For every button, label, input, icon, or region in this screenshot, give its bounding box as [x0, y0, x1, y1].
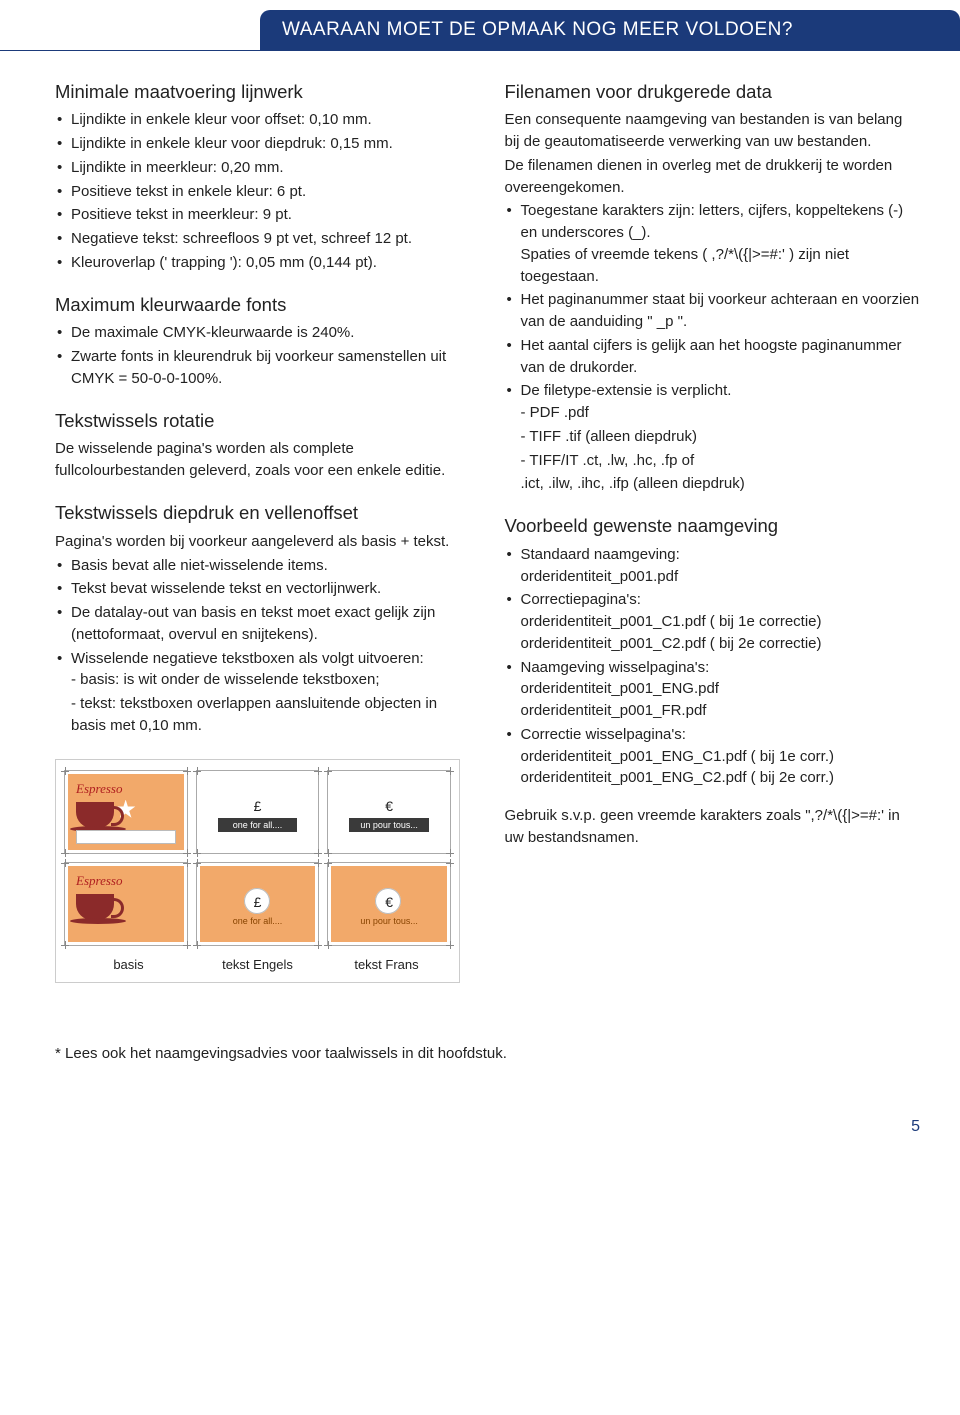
illustration-labels: basis tekst Engels tekst Frans: [64, 956, 451, 975]
list-naamgeving: Standaard naamgeving: orderidentiteit_p0…: [505, 544, 921, 789]
panel-en-bottom: £ one for all....: [196, 862, 320, 946]
page-header-bar: WAARAAN MOET DE OPMAAK NOG MEER VOLDOEN?: [260, 10, 960, 50]
heading-lijnwerk: Minimale maatvoering lijnwerk: [55, 79, 471, 106]
list-kleurwaarde: De maximale CMYK-kleurwaarde is 240%. Zw…: [55, 322, 471, 389]
list-item-text: Spaties of vreemde tekens ( ,?/*\({|>=#:…: [521, 246, 850, 285]
list-item: Toegestane karakters zijn: letters, cijf…: [505, 200, 921, 287]
panel-inner: Espresso: [68, 774, 184, 850]
content-columns: Minimale maatvoering lijnwerk Lijndikte …: [0, 79, 960, 984]
panel-inner: £ one for all....: [200, 774, 316, 850]
euro-icon: €: [385, 892, 393, 912]
tagline-en: one for all....: [218, 914, 298, 928]
list-item-text: Standaard naamgeving:: [521, 546, 680, 563]
list-item: Positieve tekst in meerkleur: 9 pt.: [55, 204, 471, 226]
panel-inner: £ one for all....: [200, 866, 316, 942]
ext-item: - TIFF .tif (alleen diepdruk): [521, 426, 921, 448]
right-column: Filenamen voor drukgerede data Een conse…: [505, 79, 921, 984]
label-tekst-engels: tekst Engels: [193, 956, 322, 975]
heading-kleurwaarde: Maximum kleurwaarde fonts: [55, 292, 471, 319]
panel-inner: € un pour tous...: [331, 866, 447, 942]
para-warning: Gebruik s.v.p. geen vreemde karakters zo…: [505, 805, 921, 849]
list-item: Basis bevat alle niet-wisselende items.: [55, 555, 471, 577]
list-item: Correctiepagina's: orderidentiteit_p001_…: [505, 589, 921, 654]
para-filenamen-2: De filenamen dienen in overleg met de dr…: [505, 155, 921, 199]
filename-example: orderidentiteit_p001.pdf: [521, 568, 679, 585]
panel-basis-bottom: Espresso: [64, 862, 188, 946]
list-item: Positieve tekst in enkele kleur: 6 pt.: [55, 181, 471, 203]
euro-icon: €: [385, 796, 393, 816]
pound-icon: £: [254, 892, 262, 912]
filename-example: orderidentiteit_p001_C2.pdf ( bij 2e cor…: [521, 635, 822, 652]
heading-diepdruk: Tekstwissels diepdruk en vellenoffset: [55, 500, 471, 527]
cup-icon: [76, 802, 114, 828]
list-item: De filetype-extensie is verplicht. - PDF…: [505, 380, 921, 495]
list-item: Naamgeving wisselpagina's: orderidentite…: [505, 657, 921, 722]
cup-icon: [76, 894, 114, 920]
list-item: Standaard naamgeving: orderidentiteit_p0…: [505, 544, 921, 588]
list-item-text: Naamgeving wisselpagina's:: [521, 659, 710, 676]
list-item: Kleuroverlap (' trapping '): 0,05 mm (0,…: [55, 252, 471, 274]
page-number: 5: [0, 1115, 960, 1138]
list-item-text: Correctie wisselpagina's:: [521, 726, 686, 743]
panel-en-top: £ one for all....: [196, 770, 320, 854]
panel-basis-top: Espresso: [64, 770, 188, 854]
list-item-text: De filetype-extensie is verplicht.: [521, 382, 732, 399]
para-filenamen-1: Een consequente naamgeving van bestanden…: [505, 109, 921, 153]
para-rotatie: De wisselende pagina's worden als comple…: [55, 438, 471, 482]
list-item-text: Wisselende negatieve tekstboxen als volg…: [71, 650, 424, 667]
list-item: De datalay-out van basis en tekst moet e…: [55, 602, 471, 646]
list-item-text: Toegestane karakters zijn: letters, cijf…: [521, 202, 904, 241]
left-column: Minimale maatvoering lijnwerk Lijndikte …: [55, 79, 471, 984]
heading-filenamen: Filenamen voor drukgerede data: [505, 79, 921, 106]
list-item: Zwarte fonts in kleurendruk bij voorkeur…: [55, 346, 471, 390]
footnote: * Lees ook het naamgevingsadvies voor ta…: [0, 1043, 960, 1065]
panel-inner: Espresso: [68, 866, 184, 942]
pound-icon: £: [254, 796, 262, 816]
list-item: Lijndikte in enkele kleur voor diepdruk:…: [55, 133, 471, 155]
illustration-box: Espresso £ one for all....: [55, 759, 460, 984]
ext-item: - PDF .pdf: [521, 402, 921, 424]
saucer-icon: [70, 918, 126, 924]
list-item: Negatieve tekst: schreefloos 9 pt vet, s…: [55, 228, 471, 250]
list-item: De maximale CMYK-kleurwaarde is 240%.: [55, 322, 471, 344]
page-header-title: WAARAAN MOET DE OPMAAK NOG MEER VOLDOEN?: [282, 19, 793, 40]
heading-naamgeving: Voorbeeld gewenste naamgeving: [505, 513, 921, 540]
heading-rotatie: Tekstwissels rotatie: [55, 408, 471, 435]
espresso-label: Espresso: [76, 780, 122, 799]
list-item: Tekst bevat wisselende tekst en vectorli…: [55, 578, 471, 600]
label-tekst-frans: tekst Frans: [322, 956, 451, 975]
tagline-fr: un pour tous...: [349, 914, 429, 928]
tagline-en: one for all....: [218, 818, 298, 832]
ext-item: .ict, .ilw, .ihc, .ifp (alleen diepdruk): [521, 473, 921, 495]
filename-example: orderidentiteit_p001_ENG.pdf: [521, 680, 719, 697]
list-filenamen: Toegestane karakters zijn: letters, cijf…: [505, 200, 921, 495]
illustration-grid: Espresso £ one for all....: [64, 770, 451, 946]
panel-fr-top: € un pour tous...: [327, 770, 451, 854]
label-basis: basis: [64, 956, 193, 975]
list-item: Correctie wisselpagina's: orderidentitei…: [505, 724, 921, 789]
filename-example: orderidentiteit_p001_FR.pdf: [521, 702, 707, 719]
ext-item: - TIFF/IT .ct, .lw, .hc, .fp of: [521, 450, 921, 472]
sub-item: - tekst: tekstboxen overlappen aansluite…: [71, 693, 471, 737]
list-item: Lijndikte in meerkleur: 0,20 mm.: [55, 157, 471, 179]
list-lijnwerk: Lijndikte in enkele kleur voor offset: 0…: [55, 109, 471, 273]
filename-example: orderidentiteit_p001_ENG_C2.pdf ( bij 2e…: [521, 769, 835, 786]
filename-example: orderidentiteit_p001_C1.pdf ( bij 1e cor…: [521, 613, 822, 630]
list-diepdruk: Basis bevat alle niet-wisselende items. …: [55, 555, 471, 737]
list-item: Het aantal cijfers is gelijk aan het hoo…: [505, 335, 921, 379]
para-diepdruk: Pagina's worden bij voorkeur aangeleverd…: [55, 531, 471, 553]
list-item: Wisselende negatieve tekstboxen als volg…: [55, 648, 471, 737]
white-text-box: [76, 830, 176, 844]
list-item-text: Correctiepagina's:: [521, 591, 641, 608]
panel-inner: € un pour tous...: [331, 774, 447, 850]
list-item: Het paginanummer staat bij voorkeur acht…: [505, 289, 921, 333]
filename-example: orderidentiteit_p001_ENG_C1.pdf ( bij 1e…: [521, 748, 835, 765]
list-item: Lijndikte in enkele kleur voor offset: 0…: [55, 109, 471, 131]
tagline-fr: un pour tous...: [349, 818, 429, 832]
header-underline: [0, 50, 960, 51]
panel-fr-bottom: € un pour tous...: [327, 862, 451, 946]
sub-item: - basis: is wit onder de wisselende teks…: [71, 669, 471, 691]
espresso-label: Espresso: [76, 872, 122, 891]
